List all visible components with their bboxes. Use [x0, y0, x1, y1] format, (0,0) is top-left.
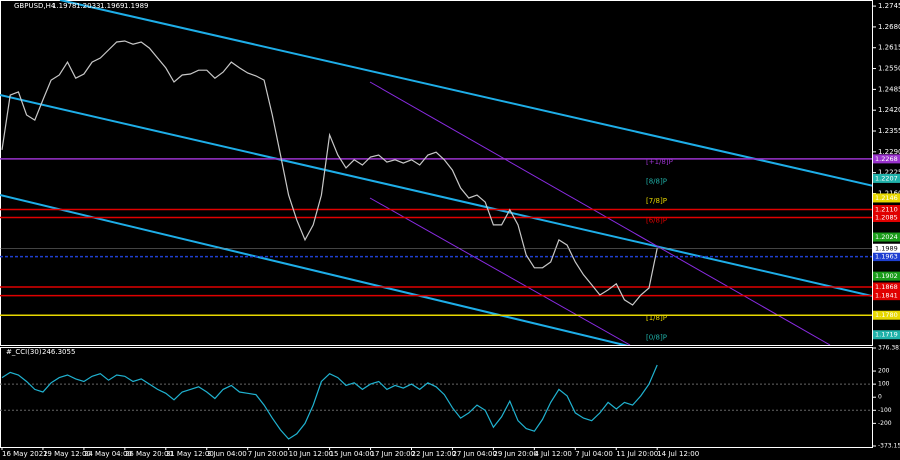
level-tag-label: 1.2146 [875, 194, 898, 202]
x-tick-label: 19 May 12:00 [43, 450, 91, 458]
level-tag-label: 1.2110 [875, 205, 898, 213]
y-tick-label: 1.2355 [878, 127, 900, 135]
ohlc: 1.1978 1.2033 1.1969 1.1989 [52, 2, 149, 10]
x-tick-label: 27 Jun 04:00 [452, 450, 496, 458]
x-tick-label: 4 Jul 12:00 [534, 450, 572, 458]
x-tick-label: 24 May 04:00 [84, 450, 132, 458]
ohlc-value: 1.1978 [52, 2, 77, 10]
level-tag [873, 330, 900, 340]
trend-line [369, 81, 831, 345]
symbol: GBPUSD,H4 [14, 2, 56, 10]
x-tick-label: 7 Jul 04:00 [575, 450, 613, 458]
level-tag-label: 1.1963 [875, 253, 898, 261]
current-price-label: 1.1989 [875, 244, 898, 252]
y-tick-label: -200 [878, 420, 892, 427]
y-tick-label: 100 [878, 381, 890, 388]
level-tag [873, 213, 900, 223]
level-name: [0/8]P [646, 334, 667, 342]
x-tick-label: 17 Jun 20:00 [371, 450, 415, 458]
level-name: [8/8]P [646, 177, 667, 185]
level-tag [873, 204, 900, 214]
y-tick-label: 376.3818 [878, 345, 900, 352]
level-tag [873, 232, 900, 242]
x-tick-label: 22 Jun 12:00 [412, 450, 456, 458]
level-name: [1/8]P [646, 314, 667, 322]
level-tag [873, 193, 900, 203]
y-tick-label: 1.2485 [878, 85, 900, 93]
x-tick-label: 3 Jun 04:00 [207, 450, 247, 458]
ohlc-value: 1.1969 [100, 2, 125, 10]
y-tick-label: 1.2680 [878, 23, 900, 31]
x-tick-label: 11 Jul 20:00 [616, 450, 658, 458]
series-line [1, 40, 658, 306]
y-tick-label: 1.2420 [878, 106, 900, 114]
y-tick-label: -100 [878, 407, 892, 414]
trend-line [0, 194, 629, 345]
cci-title: #_CCI(30) [6, 348, 42, 356]
level-name: [+1/8]P [646, 158, 673, 166]
x-tick-label: 31 May 12:00 [166, 450, 214, 458]
level-tag [873, 271, 900, 281]
x-tick-label: 15 Jun 04:00 [330, 450, 374, 458]
cci-value: 246.3055 [42, 348, 75, 356]
level-name: [7/8]P [646, 197, 667, 205]
level-tag-label: 1.2268 [875, 155, 898, 163]
x-tick-label: 7 Jun 20:00 [248, 450, 288, 458]
level-tag [873, 252, 900, 262]
y-tick-label: 1.2225 [878, 169, 900, 177]
current-price-tag [873, 243, 900, 253]
level-tag-label: 1.1780 [875, 311, 898, 319]
trend-line [0, 94, 872, 297]
y-tick-label: 1.2290 [878, 148, 900, 156]
level-tag-label: 1.1841 [875, 292, 898, 300]
level-tag-label: 1.1902 [875, 272, 898, 280]
level-tag [873, 173, 900, 183]
y-tick-label: 1.2745 [878, 2, 900, 10]
y-tick-label: 1.2550 [878, 65, 900, 73]
trend-lines [0, 0, 872, 345]
level-tag-label: 1.2207 [875, 174, 898, 182]
ohlc-value: 1.1989 [124, 2, 149, 10]
x-tick-label: 14 Jul 12:00 [657, 450, 699, 458]
level-tag-label: 1.2085 [875, 214, 898, 222]
x-tick-label: 16 May 2022 [2, 450, 48, 458]
trend-line [59, 0, 872, 187]
level-tag [873, 291, 900, 301]
series-line [1, 364, 658, 440]
level-tag-label: 1.1868 [875, 283, 898, 291]
level-tag [873, 310, 900, 320]
ohlc-value: 1.2033 [76, 2, 101, 10]
x-tick-label: 29 Jun 20:00 [493, 450, 537, 458]
y-tick-label: 200 [878, 368, 890, 375]
level-tag-label: 1.1719 [875, 331, 898, 339]
level-name: [6/8]P [646, 217, 667, 225]
x-tick-label: 10 Jun 12:00 [289, 450, 333, 458]
x-tick-label: 26 May 20:00 [125, 450, 173, 458]
level-tag [873, 154, 900, 164]
y-tick-label: 1.2615 [878, 44, 900, 52]
level-tag-label: 1.2024 [875, 233, 898, 241]
y-tick-label: -373.157 [878, 443, 900, 450]
level-tag [873, 282, 900, 292]
y-tick-label: 0 [878, 394, 882, 401]
trend-line [369, 197, 631, 345]
